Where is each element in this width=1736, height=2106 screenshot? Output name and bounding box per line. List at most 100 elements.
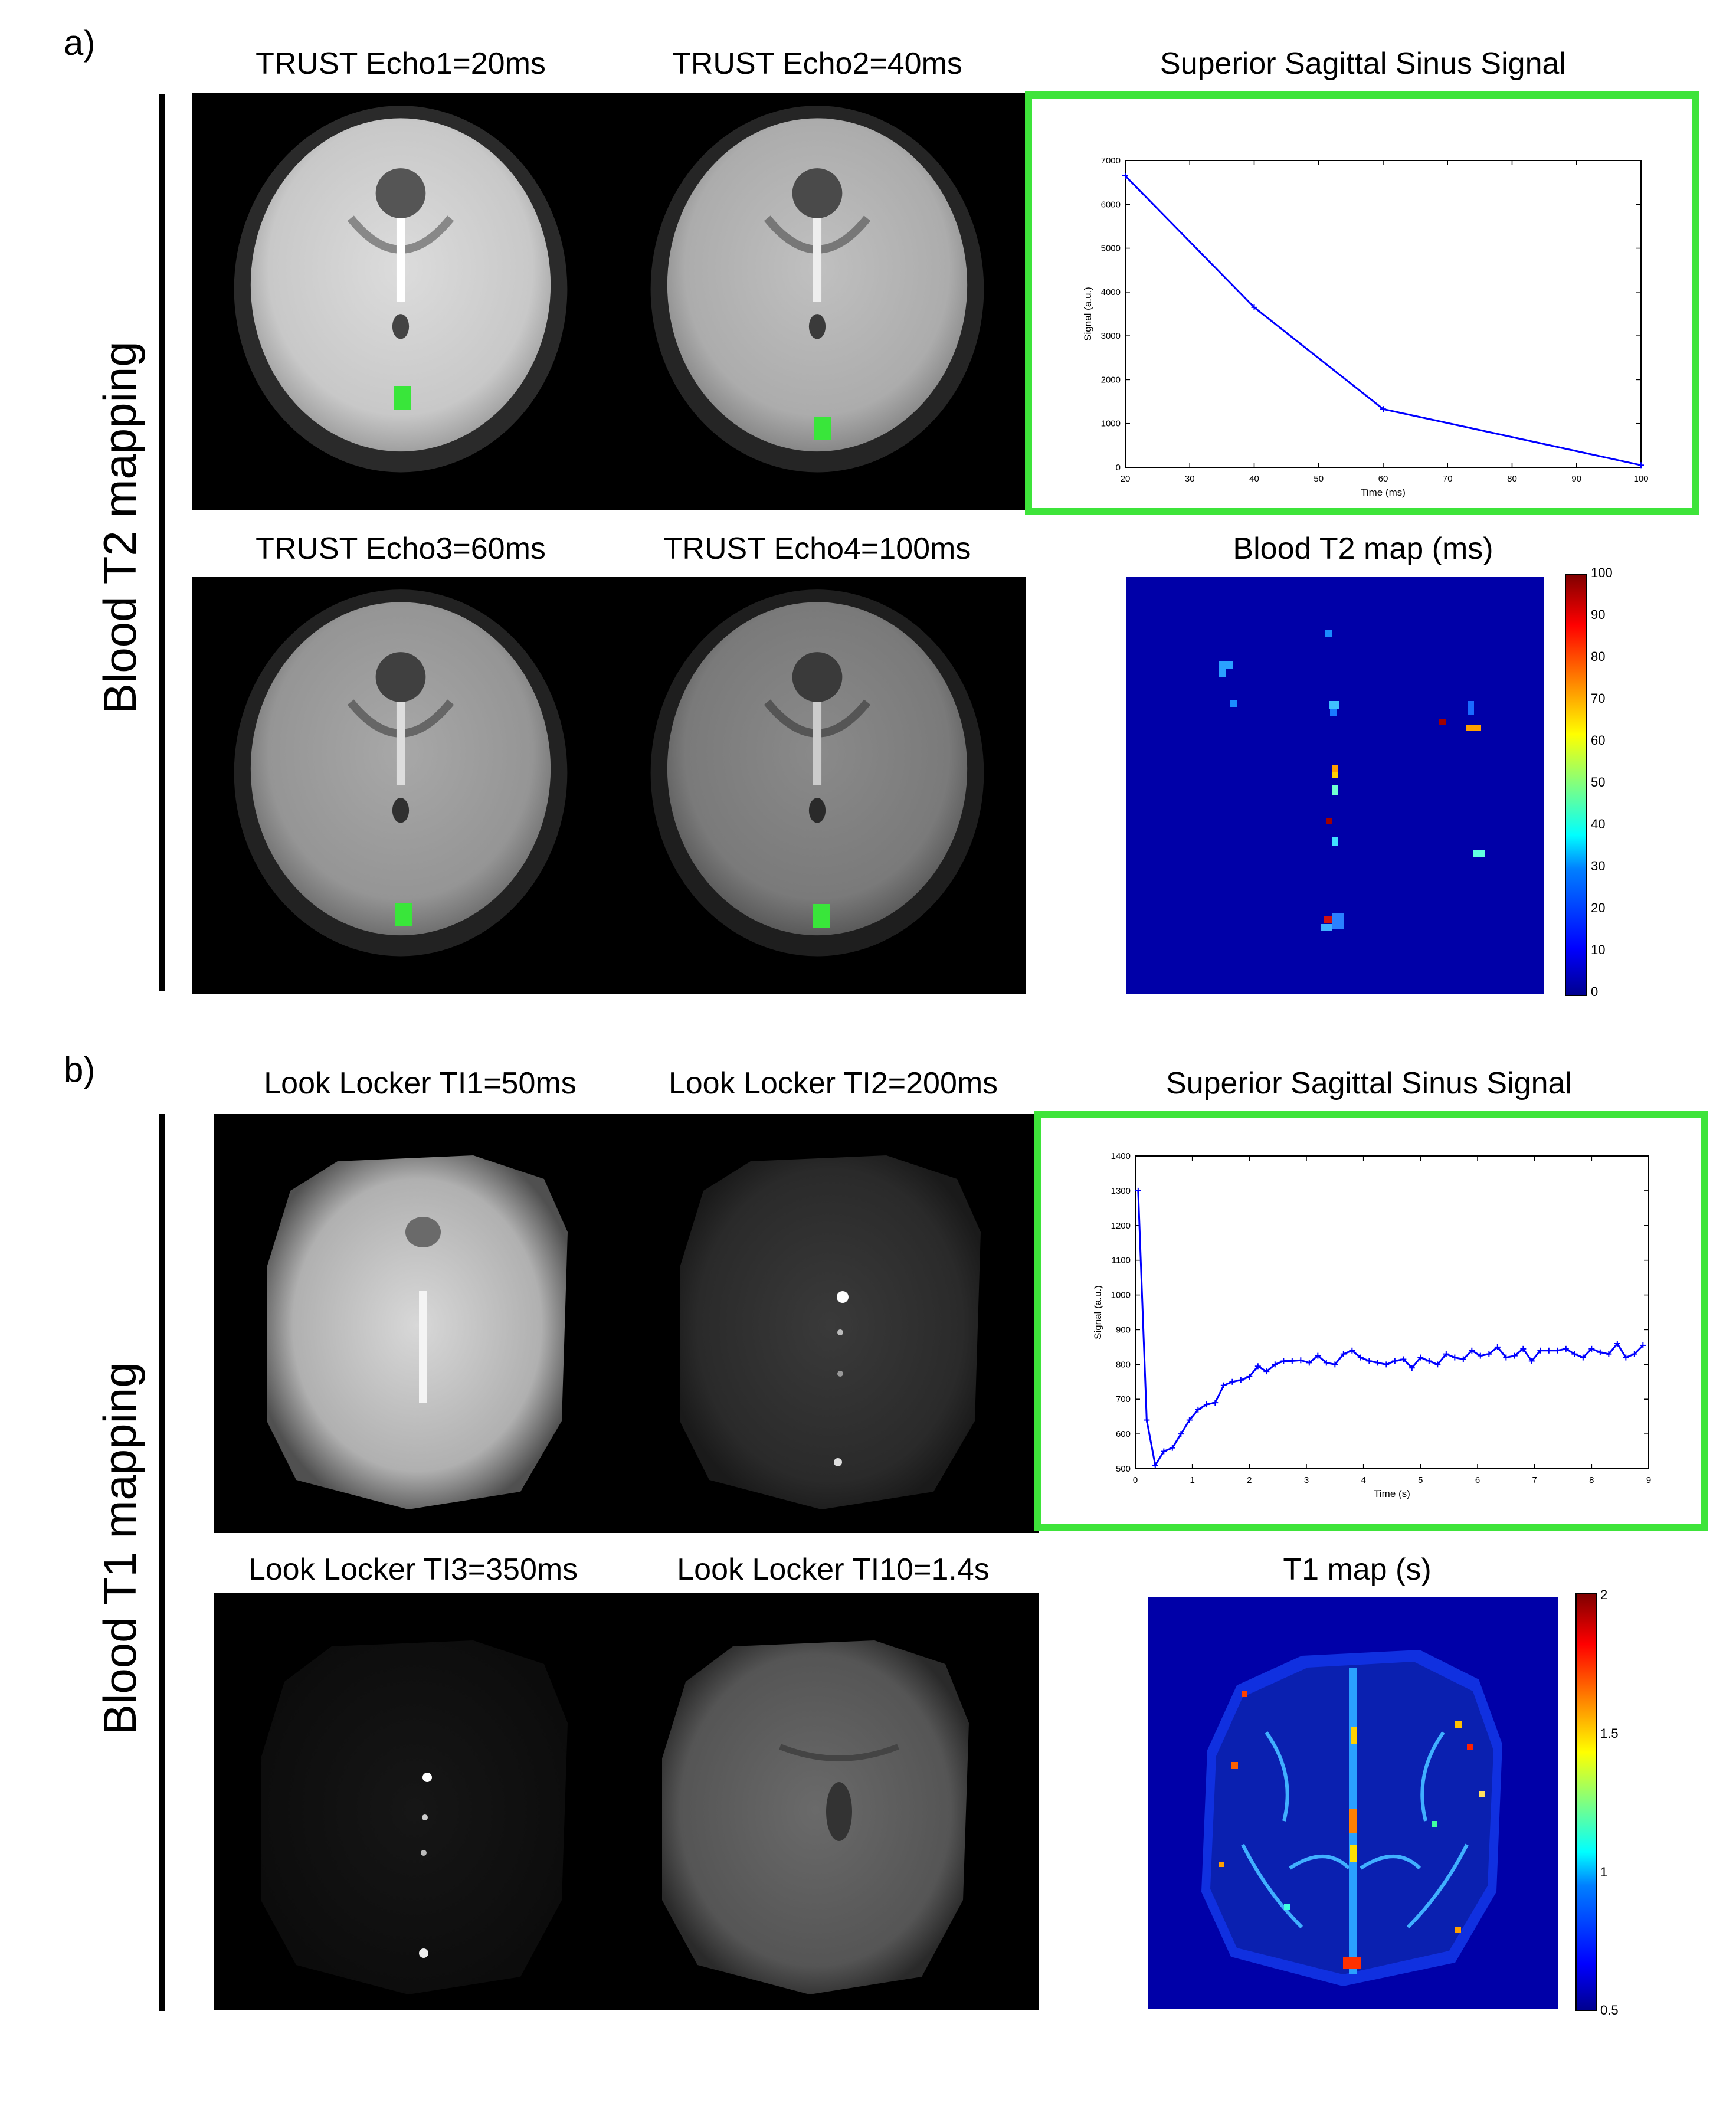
x-axis-label: Time (s) (1374, 1488, 1410, 1499)
data-point-marker (1246, 1373, 1253, 1380)
y-tick-label: 600 (1116, 1429, 1131, 1439)
data-point-marker (1186, 1417, 1193, 1423)
data-point-marker (1366, 1358, 1373, 1364)
t1-signal-chart: 0 1 2 3 4 5 6 7 8 9 500 600 700 800 900 1000 1100 1200 130… (1092, 1151, 1651, 1499)
t2-cbar-tick: 90 (1591, 607, 1606, 622)
roi-marker (394, 386, 411, 410)
data-point-marker (1520, 1345, 1527, 1352)
t2-cbar-tick: 50 (1591, 775, 1606, 790)
data-point-marker (1477, 1352, 1483, 1359)
trust-echo1-image (192, 93, 609, 510)
data-point-marker (1251, 304, 1257, 310)
t2-cbar-tick: 100 (1591, 565, 1613, 580)
t1-cbar-tick: 1.5 (1600, 1726, 1619, 1741)
data-point-marker (1340, 1351, 1347, 1357)
x-tick-label: 90 (1571, 474, 1581, 484)
data-point-marker (1152, 1462, 1158, 1469)
data-point-marker (1220, 1382, 1227, 1388)
t2-signal-plot-frame: 20 30 40 50 60 70 80 90 100 0 1000 2000 3000 4000 5000… (1025, 91, 1699, 515)
data-point-marker (1315, 1352, 1321, 1359)
y-tick-label: 1000 (1111, 1291, 1131, 1301)
data-point-marker (1374, 1360, 1381, 1366)
plot-axes (1125, 160, 1642, 468)
b-image-1-title: Look Locker TI1=50ms (264, 1066, 577, 1101)
data-point-marker (1122, 173, 1128, 179)
data-point-marker (1503, 1354, 1509, 1361)
x-tick-label: 9 (1646, 1475, 1651, 1485)
t1-cbar-tick: 1 (1600, 1865, 1608, 1879)
data-point-marker (1237, 1377, 1244, 1383)
data-point-marker (1563, 1345, 1569, 1352)
t1-map (1148, 1597, 1558, 2009)
data-point-marker (1391, 1358, 1398, 1364)
panel-b-side-label: Blood T1 mapping (94, 1362, 146, 1735)
panel-a-bracket (159, 94, 165, 991)
plot-axes (1135, 1155, 1649, 1469)
data-point-marker (1486, 1351, 1492, 1357)
data-point-marker (1452, 1354, 1458, 1361)
y-tick-label: 800 (1116, 1360, 1131, 1370)
t1-colorbar (1575, 1593, 1597, 2011)
t2-cbar-tick: 80 (1591, 649, 1606, 664)
data-point-marker (1409, 1365, 1415, 1371)
b-map-title: T1 map (s) (1283, 1553, 1432, 1587)
x-tick-label: 2 (1247, 1475, 1252, 1485)
roi-marker (395, 903, 412, 926)
data-point-marker (1135, 1187, 1141, 1194)
data-point-marker (1161, 1448, 1167, 1455)
data-point-marker (1638, 462, 1644, 469)
blood-t2-map (1126, 577, 1544, 994)
data-point-marker (1588, 1345, 1595, 1352)
x-tick-label: 80 (1507, 474, 1517, 484)
x-tick-label: 6 (1475, 1475, 1480, 1485)
x-tick-label: 4 (1361, 1475, 1365, 1485)
x-tick-label: 60 (1378, 474, 1388, 484)
data-point-marker (1195, 1406, 1201, 1413)
data-point-marker (1460, 1356, 1466, 1362)
data-point-marker (1511, 1352, 1518, 1359)
a-image-1-title: TRUST Echo1=20ms (256, 47, 546, 81)
data-point-marker (1144, 1417, 1150, 1423)
x-tick-label: 40 (1249, 474, 1259, 484)
data-point-marker (1332, 1361, 1338, 1368)
y-tick-label: 3000 (1101, 331, 1121, 341)
y-tick-label: 4000 (1101, 287, 1121, 297)
x-tick-label: 1 (1190, 1475, 1194, 1485)
a-map-title: Blood T2 map (ms) (1233, 532, 1493, 566)
t2-cbar-tick: 10 (1591, 942, 1606, 957)
x-tick-label: 100 (1633, 474, 1648, 484)
data-point-marker (1631, 1351, 1637, 1357)
a-plot-title: Superior Sagittal Sinus Signal (1160, 47, 1566, 81)
trust-echo2-image (609, 93, 1026, 510)
a-image-4-title: TRUST Echo4=100ms (663, 532, 971, 566)
data-point-marker (1443, 1351, 1449, 1357)
t1-cbar-tick: 0.5 (1600, 2003, 1619, 2017)
data-point-marker (1528, 1358, 1535, 1364)
t2-cbar-tick: 0 (1591, 984, 1599, 999)
b-image-4-title: Look Locker TI10=1.4s (677, 1553, 990, 1587)
t2-cbar-tick: 60 (1591, 733, 1606, 748)
panel-a-side-label: Blood T2 mapping (94, 341, 146, 714)
y-tick-label: 900 (1116, 1325, 1131, 1335)
y-tick-label: 7000 (1101, 156, 1121, 166)
panel-b-label: b) (64, 1050, 96, 1089)
y-axis-label: Signal (a.u.) (1082, 287, 1093, 341)
b-plot-title: Superior Sagittal Sinus Signal (1166, 1066, 1572, 1101)
data-point-marker (1571, 1351, 1578, 1357)
x-tick-label: 50 (1314, 474, 1324, 484)
data-point-marker (1289, 1358, 1295, 1364)
data-point-marker (1203, 1401, 1210, 1408)
t2-colorbar (1565, 574, 1587, 996)
y-tick-label: 2000 (1101, 375, 1121, 385)
look-locker-ti1-ti2-images (214, 1114, 1039, 1533)
y-tick-label: 1100 (1112, 1256, 1131, 1266)
panel-a-label: a) (64, 23, 96, 63)
a-image-3-title: TRUST Echo3=60ms (256, 532, 546, 566)
data-point-marker (1254, 1363, 1261, 1370)
data-point-marker (1614, 1341, 1620, 1347)
data-point-marker (1400, 1356, 1407, 1362)
t2-colorbar-ticks: 100 90 80 70 60 50 40 30 20 10 0 (1591, 565, 1638, 1002)
y-tick-label: 1200 (1111, 1221, 1131, 1231)
t2-cbar-tick: 40 (1591, 817, 1606, 831)
data-point-marker (1357, 1354, 1364, 1361)
